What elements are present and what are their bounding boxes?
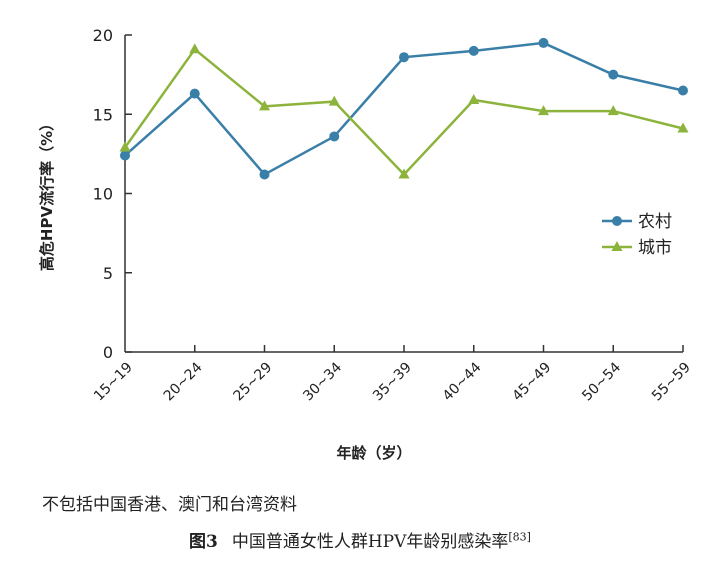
- x-axis-label: 年龄（岁）: [336, 444, 411, 462]
- data-point: [677, 122, 689, 133]
- data-point: [119, 141, 131, 152]
- line-chart: 0 5 10 15 20 15~19 20~24 25~29 30~34 35~39 40~44 45…: [38, 26, 694, 462]
- data-point: [259, 100, 270, 111]
- data-point: [398, 168, 410, 179]
- x-tick-label: 50~54: [579, 359, 624, 404]
- caption-text: 中国普通女性人群HPV年龄别感染率: [231, 532, 509, 552]
- series-line-0: [124, 41, 684, 177]
- legend-label: 城市: [638, 238, 672, 258]
- data-point: [468, 45, 479, 56]
- x-tick-label: 25~29: [231, 360, 276, 405]
- x-tick-label: 40~44: [440, 359, 485, 404]
- x-tick-label: 45~49: [510, 360, 555, 405]
- figure-note: 不包括中国香港、澳门和台湾资料: [42, 495, 297, 515]
- figure-caption: 图3 中国普通女性人群HPV年龄别感染率[83]: [0, 527, 720, 552]
- data-point: [189, 43, 201, 54]
- data-point: [399, 52, 409, 63]
- data-point: [538, 37, 549, 48]
- data-point: [259, 169, 270, 180]
- caption-ref: [83]: [508, 530, 531, 544]
- data-point: [538, 105, 549, 116]
- x-tick-label: 15~19: [91, 360, 136, 405]
- x-tick-label: 30~34: [300, 359, 345, 404]
- y-tick-label: 0: [103, 343, 113, 362]
- y-tick-label: 10: [93, 185, 113, 204]
- y-axis-label: 高危HPV流行率（%）: [38, 116, 56, 271]
- caption-label: 图3: [189, 532, 218, 552]
- data-point: [189, 88, 200, 99]
- data-point: [607, 105, 619, 116]
- y-tick-label: 5: [103, 264, 113, 283]
- x-tick-label: 55~59: [649, 360, 694, 405]
- legend-marker: [611, 241, 623, 251]
- legend-label: 农村: [638, 212, 672, 232]
- y-tick-label: 15: [93, 105, 113, 124]
- data-point: [120, 150, 130, 161]
- data-point: [608, 69, 619, 80]
- x-tick-label: 20~24: [161, 359, 206, 404]
- data-point: [678, 85, 688, 96]
- data-point: [328, 95, 340, 106]
- x-tick-label: 35~39: [370, 360, 415, 405]
- y-tick-label: 20: [93, 26, 113, 45]
- legend-marker: [612, 216, 622, 226]
- data-point: [468, 93, 480, 104]
- data-point: [329, 131, 340, 142]
